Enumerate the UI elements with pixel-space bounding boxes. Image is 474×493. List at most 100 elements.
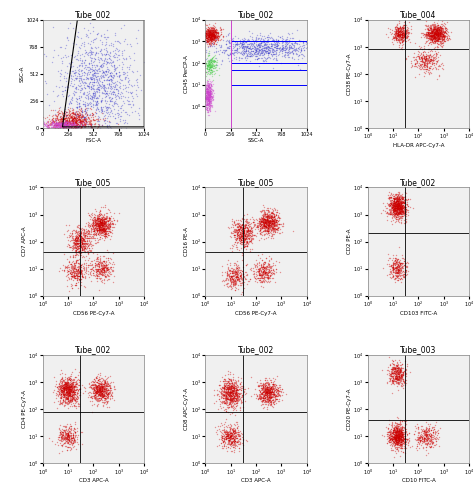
Point bbox=[92, 48, 100, 56]
Point bbox=[394, 265, 402, 273]
Point bbox=[122, 72, 130, 80]
Point bbox=[100, 227, 108, 235]
Point bbox=[211, 57, 219, 65]
Point bbox=[226, 388, 233, 396]
Point bbox=[99, 219, 107, 227]
Point bbox=[258, 386, 265, 394]
Point bbox=[394, 190, 401, 198]
Point bbox=[244, 277, 252, 285]
Point bbox=[94, 218, 101, 226]
Point bbox=[110, 223, 118, 231]
Point bbox=[93, 77, 101, 85]
Point bbox=[225, 385, 233, 393]
Point bbox=[79, 117, 87, 125]
Point bbox=[269, 378, 277, 386]
Point bbox=[64, 267, 72, 275]
Point bbox=[109, 214, 117, 222]
Point bbox=[391, 428, 399, 436]
Point bbox=[205, 84, 212, 92]
Point bbox=[431, 33, 438, 41]
Point bbox=[110, 209, 118, 217]
Point bbox=[431, 28, 439, 35]
Point bbox=[394, 197, 401, 205]
Point bbox=[398, 380, 405, 388]
Point bbox=[81, 266, 88, 274]
Point bbox=[394, 364, 402, 372]
Point bbox=[229, 434, 237, 442]
Point bbox=[398, 251, 406, 259]
Point bbox=[398, 202, 406, 210]
Point bbox=[122, 73, 129, 81]
Point bbox=[393, 32, 401, 39]
Point bbox=[204, 26, 212, 34]
Point bbox=[205, 35, 213, 42]
Point bbox=[69, 387, 76, 395]
Point bbox=[122, 83, 130, 91]
Point bbox=[122, 118, 129, 126]
Point bbox=[257, 216, 265, 224]
Point bbox=[387, 202, 395, 210]
Point bbox=[390, 438, 397, 446]
Point bbox=[98, 72, 105, 80]
Point bbox=[392, 431, 400, 439]
Point bbox=[254, 47, 262, 55]
Point bbox=[401, 199, 409, 207]
Point bbox=[60, 435, 68, 443]
Point bbox=[226, 428, 233, 436]
Point bbox=[280, 46, 288, 54]
Point bbox=[268, 221, 275, 229]
Point bbox=[395, 424, 403, 432]
Point bbox=[212, 61, 220, 69]
Point bbox=[238, 230, 246, 238]
Point bbox=[230, 446, 237, 454]
Point bbox=[392, 375, 400, 383]
Point bbox=[253, 219, 261, 227]
Point bbox=[63, 111, 71, 119]
Point bbox=[68, 104, 75, 111]
Point bbox=[66, 253, 73, 261]
Point bbox=[267, 216, 274, 224]
Point bbox=[257, 217, 264, 225]
Point bbox=[256, 222, 264, 230]
Point bbox=[266, 385, 273, 392]
Point bbox=[94, 217, 101, 225]
Point bbox=[59, 396, 66, 404]
Point bbox=[424, 52, 432, 60]
Point bbox=[69, 68, 76, 75]
Point bbox=[430, 25, 438, 33]
Point bbox=[427, 35, 435, 43]
Point bbox=[61, 123, 68, 131]
Point bbox=[430, 37, 438, 45]
Point bbox=[262, 222, 269, 230]
Point bbox=[390, 259, 398, 267]
Point bbox=[276, 43, 283, 51]
Point bbox=[433, 34, 440, 42]
Point bbox=[91, 388, 99, 396]
Point bbox=[63, 108, 71, 116]
Point bbox=[394, 260, 402, 268]
Point bbox=[72, 268, 79, 276]
Point bbox=[227, 429, 234, 437]
Point bbox=[69, 383, 76, 390]
Point bbox=[93, 87, 100, 95]
Point bbox=[391, 23, 399, 31]
Point bbox=[65, 391, 73, 399]
Point bbox=[97, 384, 104, 392]
Point bbox=[429, 26, 437, 34]
Point bbox=[106, 97, 114, 105]
Point bbox=[391, 202, 399, 210]
Point bbox=[263, 219, 271, 227]
Point bbox=[265, 274, 273, 282]
Point bbox=[105, 83, 112, 91]
Point bbox=[234, 229, 242, 237]
Point bbox=[208, 92, 215, 100]
Point bbox=[92, 66, 100, 73]
Point bbox=[261, 265, 268, 273]
Point bbox=[430, 31, 438, 38]
Point bbox=[208, 35, 215, 42]
Point bbox=[389, 378, 397, 386]
Point bbox=[396, 195, 404, 203]
Point bbox=[68, 392, 75, 400]
Point bbox=[61, 119, 68, 127]
Point bbox=[67, 396, 74, 404]
